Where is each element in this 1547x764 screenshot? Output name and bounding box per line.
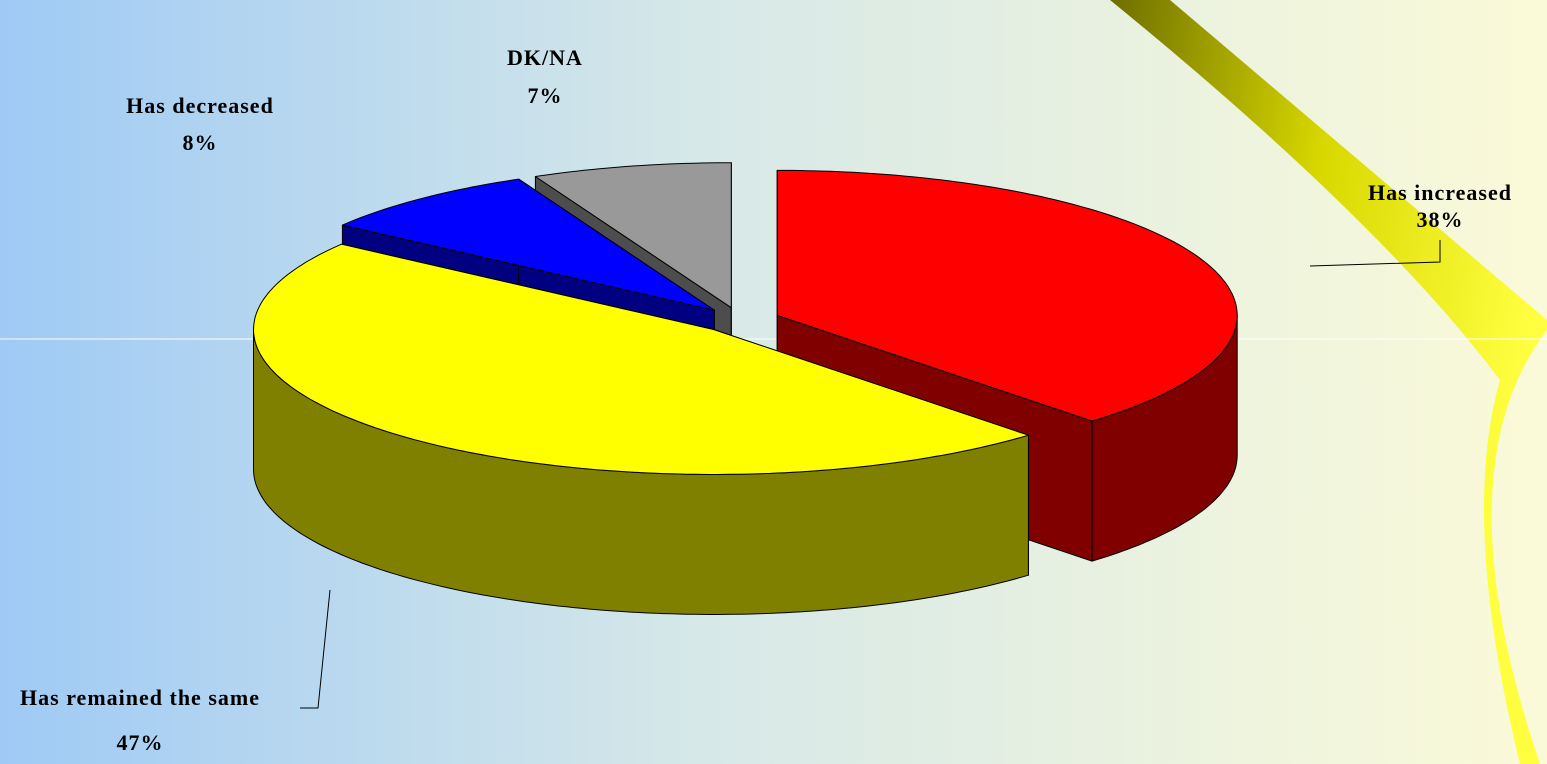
slice-label: Has decreased (126, 93, 274, 118)
decor-swoosh (1110, 0, 1547, 764)
slice (776, 169, 1238, 422)
slice (253, 243, 1029, 475)
slice-label: Has remained the same (20, 685, 260, 710)
slice-label: DK/NA (507, 45, 583, 70)
value-label: 7% (528, 83, 563, 108)
leader-line (1309, 240, 1441, 267)
value-label: 8% (183, 130, 218, 155)
value-label: 38% (1417, 207, 1464, 232)
leader-line (300, 589, 331, 709)
slice (341, 178, 715, 311)
pie (253, 162, 1238, 615)
slice-label: Has increased (1368, 180, 1512, 205)
value-label: 47% (117, 730, 164, 755)
slice (534, 162, 732, 309)
